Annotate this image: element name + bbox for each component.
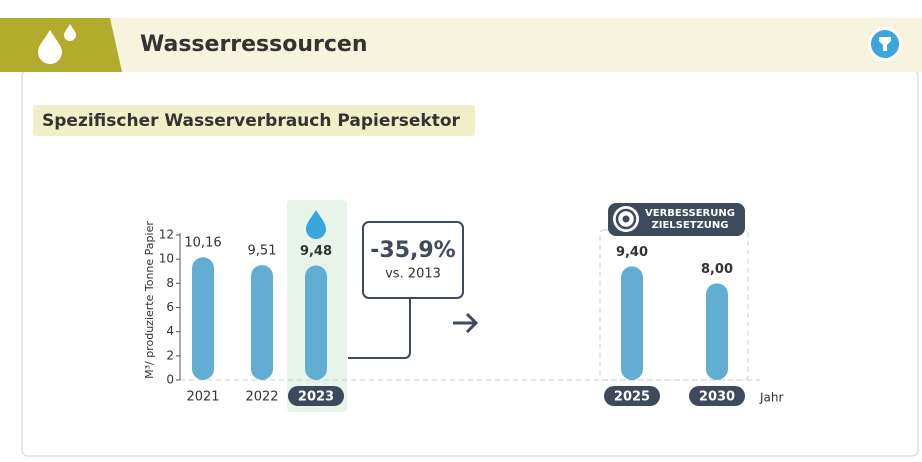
bar (621, 266, 643, 380)
subtitle-highlight (33, 105, 475, 136)
bar (305, 265, 327, 380)
bar (192, 257, 214, 380)
target-region (599, 229, 749, 381)
target-label: VERBESSERUNG (645, 208, 735, 219)
y-tick-label: 4 (166, 324, 174, 338)
connector (348, 298, 411, 359)
bar (706, 283, 728, 380)
drop-icon (38, 30, 62, 64)
subtitle: Spezifischer Wasserverbrauch Papiersekto… (42, 111, 461, 131)
header-tab (0, 18, 122, 72)
target-label: ZIELSETZUNG (652, 220, 729, 231)
annotation-box (362, 221, 464, 299)
header-icon-glyph (879, 37, 891, 51)
year-pill (604, 386, 660, 406)
value-label: 9,40 (616, 245, 648, 260)
drop-icon (306, 210, 326, 239)
x-tick-label: 2023 (298, 390, 334, 405)
value-label: 9,48 (300, 244, 332, 259)
x-tick-label: 2022 (245, 390, 278, 405)
y-tick-label: 2 (166, 348, 174, 362)
y-tick-label: 0 (166, 373, 174, 387)
x-tick-label: 2021 (186, 390, 219, 405)
x-tick-label: 2025 (614, 390, 650, 405)
y-tick-label: 8 (166, 276, 174, 290)
value-label: 8,00 (701, 262, 733, 277)
x-axis-label: Jahr (759, 391, 783, 405)
year-pill (689, 386, 745, 406)
y-tick-label: 12 (159, 228, 174, 242)
target-icon (615, 208, 637, 230)
target-icon (622, 215, 630, 223)
y-tick-label: 6 (166, 300, 174, 314)
bar (251, 265, 273, 380)
header-bar (0, 18, 922, 72)
value-label: 9,51 (248, 244, 277, 259)
value-label: 10,16 (184, 236, 221, 251)
x-tick-label: 2030 (699, 390, 735, 405)
target-badge (608, 203, 745, 236)
drop-icon (64, 24, 76, 41)
y-axis-label: M³/ produzierte Tonne Papier (143, 221, 156, 379)
annotation: -35,9% (370, 238, 455, 263)
y-tick-label: 10 (159, 252, 174, 266)
header-title: Wasserressourcen (140, 32, 368, 57)
arrow (453, 312, 479, 334)
annotation-subtext: vs. 2013 (385, 267, 441, 282)
year-pill (288, 386, 344, 406)
